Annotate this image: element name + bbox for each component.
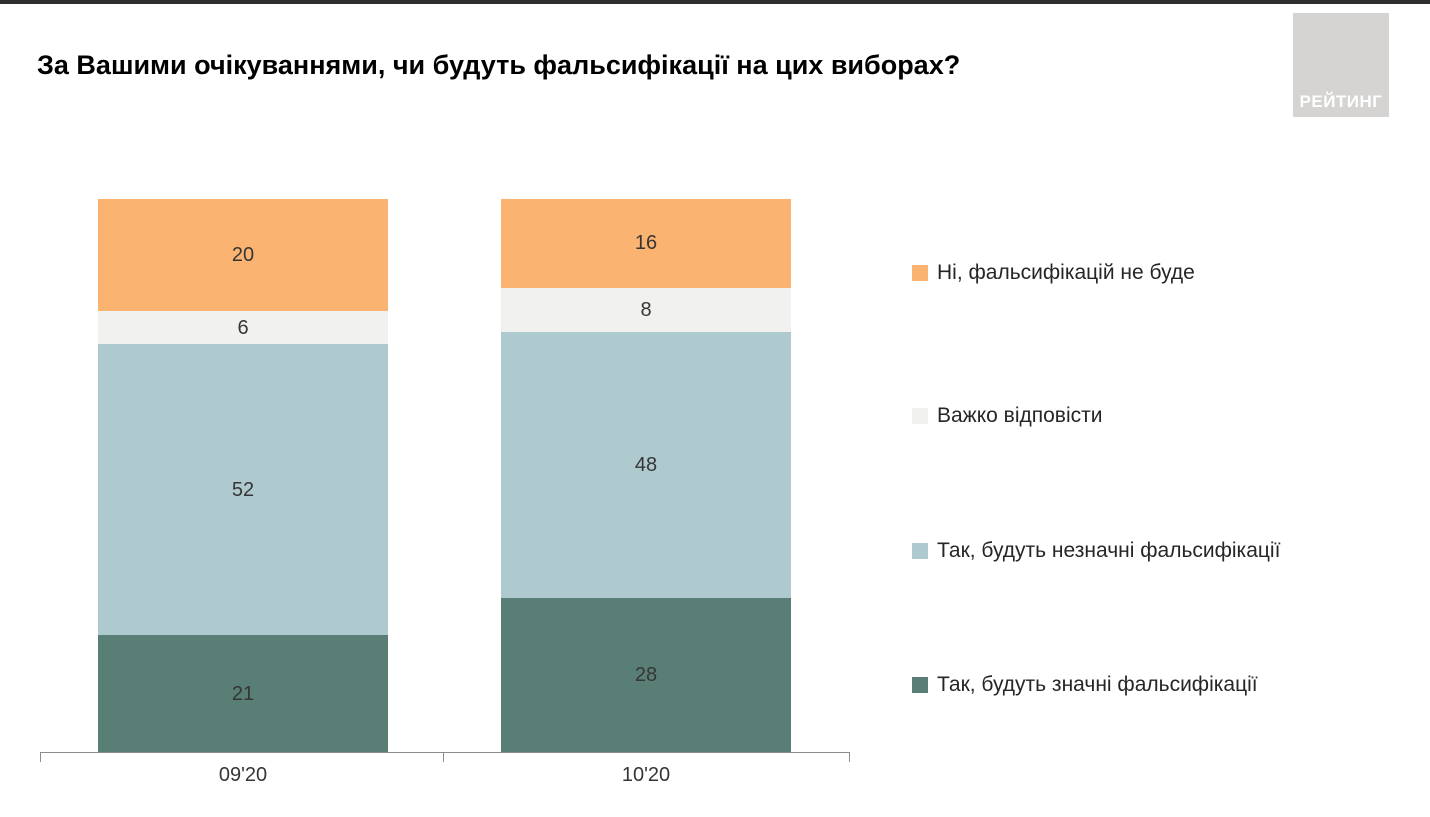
x-axis-label-0920: 09'20 — [218, 764, 268, 786]
segment-value-label: 28 — [634, 664, 658, 687]
x-axis-tick — [849, 752, 850, 762]
x-axis-label-1020: 10'20 — [621, 764, 671, 786]
rating-logo: РЕЙТИНГ — [1293, 13, 1389, 117]
bar-segment: 8 — [501, 287, 791, 332]
x-axis-line — [40, 752, 850, 753]
bar-10'20: 16 8 48 28 — [501, 199, 791, 753]
rating-logo-text: РЕЙТИНГ — [1299, 92, 1383, 111]
bar-segment: 48 — [501, 331, 791, 598]
segment-value-label: 21 — [231, 683, 255, 706]
page-title: За Вашими очікуваннями, чи будуть фальси… — [37, 50, 961, 80]
bar-segment: 28 — [501, 597, 791, 753]
x-axis-tick — [443, 752, 444, 762]
bar-segment: 21 — [98, 635, 388, 753]
top-divider — [0, 0, 1430, 4]
bar-segment: 6 — [98, 310, 388, 345]
segment-value-label: 6 — [237, 316, 249, 339]
segment-value-label: 48 — [634, 453, 658, 476]
segment-value-label: 52 — [231, 478, 255, 501]
bar-segment: 20 — [98, 199, 388, 311]
bar-segment: 52 — [98, 344, 388, 636]
bar-09'20: 20 6 52 21 — [98, 199, 388, 753]
segment-value-label: 8 — [640, 298, 652, 321]
x-axis-tick — [40, 752, 41, 762]
segment-value-label: 16 — [634, 232, 658, 255]
bar-segment: 16 — [501, 199, 791, 288]
segment-value-label: 20 — [231, 243, 255, 266]
